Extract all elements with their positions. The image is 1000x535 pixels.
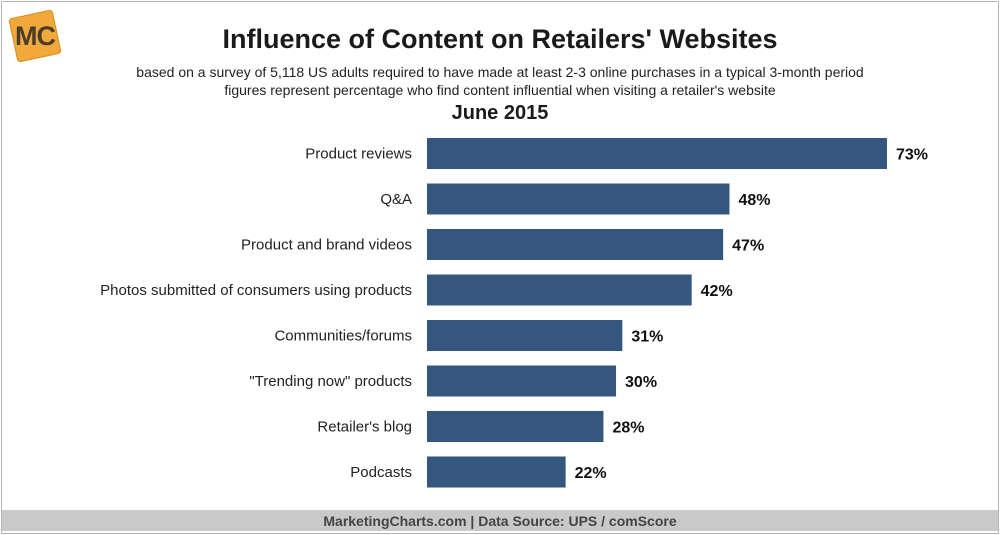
chart-title: Influence of Content on Retailers' Websi…	[222, 24, 778, 54]
chart-subtitle-line2: figures represent percentage who find co…	[224, 82, 776, 98]
footer-bar: MarketingCharts.com | Data Source: UPS /…	[2, 510, 998, 531]
value-label: 31%	[631, 329, 663, 346]
value-label: 73%	[896, 147, 928, 164]
logo-badge-icon	[8, 9, 62, 63]
category-label: Podcasts	[350, 464, 412, 481]
bar	[427, 183, 730, 215]
bar-chart: Product reviews 73% Q&A 48% Product and bran…	[100, 138, 928, 488]
value-label: 28%	[612, 420, 644, 437]
bar	[427, 365, 617, 397]
category-label: Retailer's blog	[317, 419, 412, 436]
category-label: Product reviews	[305, 146, 412, 163]
value-label: 48%	[738, 192, 770, 209]
chart-period: June 2015	[451, 102, 549, 124]
bar	[427, 320, 623, 351]
bar	[427, 456, 566, 488]
value-label: 22%	[575, 465, 607, 482]
category-label: Photos submitted of consumers using prod…	[100, 282, 412, 299]
value-label: 42%	[701, 283, 733, 300]
bar	[427, 411, 604, 442]
value-label: 30%	[625, 374, 657, 391]
category-label: Communities/forums	[274, 328, 412, 345]
marketingcharts-logo: MC	[8, 9, 62, 63]
logo-box	[8, 9, 62, 63]
footer-source: MarketingCharts.com | Data Source: UPS /…	[323, 513, 677, 529]
bar	[427, 229, 724, 260]
logo-text: MC	[15, 20, 56, 51]
chart-subtitle-line1: based on a survey of 5,118 US adults req…	[136, 64, 864, 80]
value-label: 47%	[732, 238, 764, 255]
category-label: Product and brand videos	[241, 237, 412, 254]
bar	[427, 138, 887, 169]
category-label: Q&A	[380, 191, 412, 208]
category-label: "Trending now" products	[249, 373, 412, 390]
bar	[427, 274, 692, 306]
